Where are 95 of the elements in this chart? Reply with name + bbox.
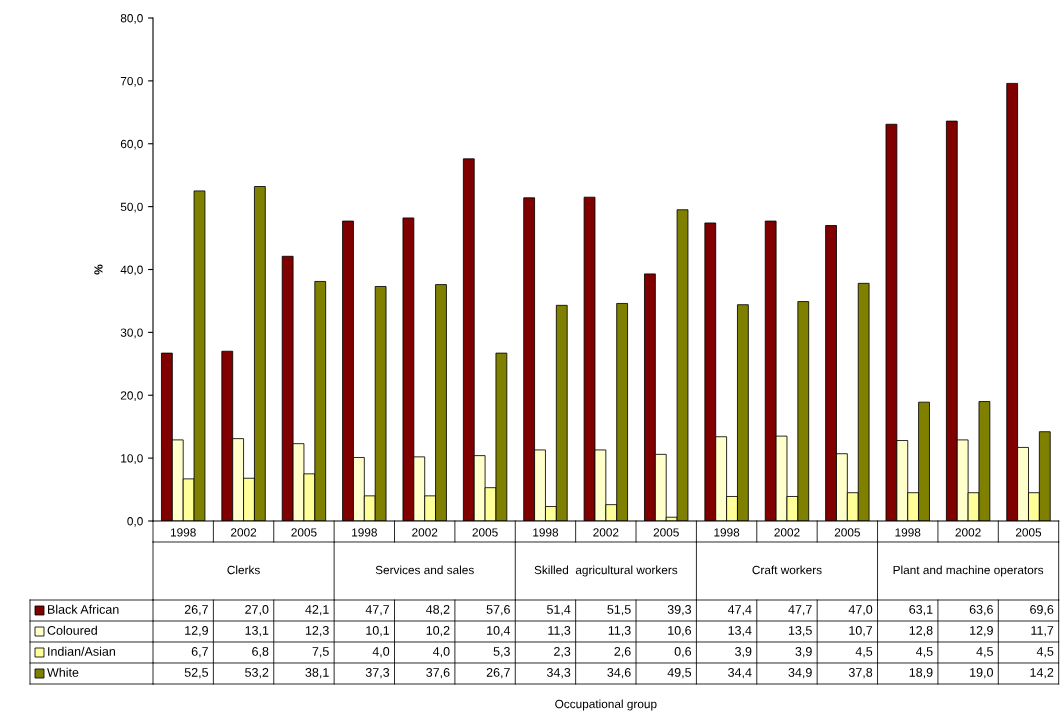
text: Skilled agricultural workers xyxy=(534,565,678,577)
x-tick-label: 2005 xyxy=(834,528,860,537)
data-label: 10,4 xyxy=(487,626,511,637)
data-label: 11,3 xyxy=(548,626,571,637)
data-label: 4,5 xyxy=(1036,647,1054,658)
x-tick-label: 2002 xyxy=(412,528,438,537)
y-tick-label: 20,0 xyxy=(120,391,143,402)
x-tick-label: 2002 xyxy=(955,528,981,537)
x-tick-label: 2005 xyxy=(1015,528,1042,537)
data-label: 12,9 xyxy=(185,626,208,637)
data-label: 37,3 xyxy=(365,668,390,679)
data-label: 49,5 xyxy=(667,668,692,679)
data-label: 34,6 xyxy=(607,668,631,679)
data-label: 38,1 xyxy=(305,668,329,679)
data-label: 2,6 xyxy=(614,647,631,658)
data-label: 34,4 xyxy=(728,668,752,679)
data-label: 7,5 xyxy=(312,647,329,658)
x-tick-label: 1998 xyxy=(714,528,740,537)
data-label: 63,6 xyxy=(969,605,993,616)
y-axis-title: % xyxy=(94,264,103,275)
text: Plant and machine operators xyxy=(893,565,1044,577)
data-label: 26,7 xyxy=(486,668,510,679)
data-label: 18,9 xyxy=(909,668,933,679)
data-label: 0,6 xyxy=(674,647,692,658)
x-tick-label: 2005 xyxy=(472,528,498,537)
data-label: 6,7 xyxy=(191,647,208,658)
data-label: 37,6 xyxy=(426,668,450,679)
data-label: 3,9 xyxy=(795,647,812,658)
data-label: 11,7 xyxy=(1031,626,1054,637)
data-label: 57,6 xyxy=(486,605,510,616)
data-label: 12,3 xyxy=(305,626,329,637)
data-label: 4,0 xyxy=(372,647,390,658)
data-label: 51,5 xyxy=(607,605,631,616)
x-tick-label: 2002 xyxy=(593,528,619,537)
x-tick-label: 2005 xyxy=(653,528,679,537)
text: Craft workers xyxy=(752,565,822,575)
data-label: 3,9 xyxy=(735,647,752,658)
data-label: 12,9 xyxy=(970,626,993,637)
x-tick-label: 1998 xyxy=(170,528,196,537)
data-label: 6,8 xyxy=(252,647,269,658)
data-label: 37,8 xyxy=(848,668,873,679)
data-label: 47,0 xyxy=(848,605,873,616)
data-label: 27,0 xyxy=(245,605,269,616)
data-label: 11,3 xyxy=(608,626,631,637)
data-label: 69,6 xyxy=(1030,605,1054,616)
x-tick-label: 1998 xyxy=(352,528,377,537)
data-label: 63,1 xyxy=(909,605,933,616)
text: Services and sales xyxy=(375,565,474,575)
data-label: 47,4 xyxy=(727,605,752,616)
data-label: 42,1 xyxy=(305,605,329,616)
data-label: 14,2 xyxy=(1030,668,1054,679)
data-label: 4,5 xyxy=(855,647,873,658)
data-label: 26,7 xyxy=(184,605,208,616)
legend-label: Black African xyxy=(48,604,119,614)
data-label: 13,4 xyxy=(728,626,752,637)
legend-label: White xyxy=(47,667,79,677)
data-label: 47,7 xyxy=(788,605,812,616)
y-tick-label: 60,0 xyxy=(120,139,143,150)
y-tick-label: 0,0 xyxy=(127,517,143,527)
data-label: 34,9 xyxy=(788,668,812,679)
y-tick-label: 40,0 xyxy=(120,265,143,276)
data-label: 19,0 xyxy=(970,668,993,679)
text: Clerks xyxy=(227,565,260,575)
x-tick-label: 1998 xyxy=(533,528,559,537)
y-tick-label: 80,0 xyxy=(120,14,143,24)
legend-label: Indian/Asian xyxy=(48,646,115,656)
data-label: 4,0 xyxy=(432,647,450,658)
y-tick-label: 70,0 xyxy=(120,76,143,87)
x-tick-label: 2002 xyxy=(231,528,257,537)
data-label: 10,1 xyxy=(366,626,390,637)
data-label: 10,2 xyxy=(426,626,450,637)
x-tick-label: 2002 xyxy=(774,528,800,537)
data-label: 4,5 xyxy=(976,647,993,658)
data-label: 13,5 xyxy=(788,626,812,637)
data-label: 47,7 xyxy=(365,605,390,616)
data-label: 51,4 xyxy=(546,605,571,616)
text: Occupational group xyxy=(555,699,657,711)
data-label: 39,3 xyxy=(667,605,692,616)
y-tick-label: 10,0 xyxy=(121,454,143,464)
data-label: 10,6 xyxy=(668,626,692,637)
data-label: 10,7 xyxy=(849,626,873,637)
y-tick-label: 30,0 xyxy=(120,328,143,339)
legend-label: Coloured xyxy=(47,625,97,635)
data-label: 12,8 xyxy=(909,626,933,637)
data-label: 2,3 xyxy=(554,647,571,658)
y-tick-label: 50,0 xyxy=(120,202,143,213)
data-label: 52,5 xyxy=(184,668,209,679)
data-label: 48,2 xyxy=(426,605,450,616)
data-label: 4,5 xyxy=(916,647,933,658)
data-label: 5,3 xyxy=(493,647,510,658)
data-label: 13,1 xyxy=(245,626,269,637)
x-tick-label: 2005 xyxy=(291,528,317,537)
data-label: 53,2 xyxy=(245,668,269,679)
x-tick-label: 1998 xyxy=(895,528,921,537)
data-label: 34,3 xyxy=(546,668,571,679)
